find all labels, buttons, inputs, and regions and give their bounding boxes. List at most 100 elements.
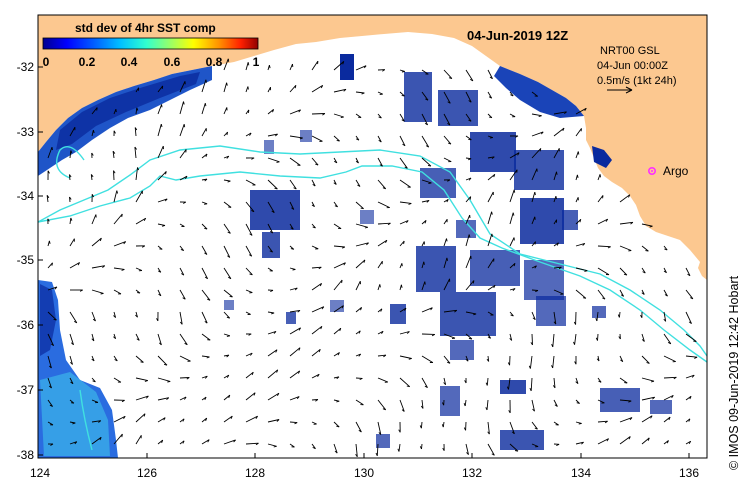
current-vector-head [424, 122, 428, 126]
current-vector-icon [289, 85, 297, 93]
current-vector-icon [223, 82, 228, 93]
current-vector-head [688, 440, 692, 445]
current-vector-icon [245, 62, 249, 71]
current-vector-head [358, 330, 361, 334]
current-vector-head [447, 179, 451, 182]
current-vector-head [184, 342, 188, 346]
current-vector-head [428, 182, 432, 184]
current-vector-head [167, 380, 171, 383]
current-vector-head [319, 283, 323, 287]
current-vector-icon [421, 199, 430, 203]
current-vector-icon [135, 413, 146, 423]
current-vector-head [291, 207, 295, 210]
current-vector-icon [91, 399, 99, 403]
current-vector-head [113, 170, 116, 174]
current-vector-head [630, 221, 634, 225]
current-vector-head [487, 431, 490, 435]
current-vector-head [339, 328, 342, 332]
current-vector-head [207, 439, 210, 443]
current-vector-head [509, 337, 513, 341]
current-vector-icon [267, 392, 280, 401]
current-vector-icon [509, 212, 514, 225]
current-vector-head [515, 135, 519, 138]
current-vector-head [205, 417, 208, 422]
current-vector-icon [487, 173, 496, 181]
current-vector-icon [179, 311, 183, 325]
current-vector-head [380, 308, 383, 312]
current-vector-head [226, 131, 229, 136]
current-vector-icon [377, 260, 383, 269]
current-vector-head [69, 174, 72, 178]
current-vector-icon [663, 355, 676, 363]
current-vector-head [163, 363, 168, 366]
current-vector-head [121, 213, 123, 218]
current-vector-icon [399, 179, 411, 188]
current-vector-head [378, 139, 382, 143]
current-vector-head [272, 109, 275, 113]
current-vector-head [382, 69, 386, 72]
current-vector-head [604, 420, 608, 424]
current-vector-head [489, 76, 493, 80]
current-vector-head [408, 358, 412, 360]
current-vector-icon [289, 347, 301, 357]
current-vector-icon [135, 167, 138, 181]
current-vector-icon [201, 223, 208, 230]
current-vector-icon [663, 289, 668, 297]
current-vector-icon [421, 399, 424, 409]
current-vector-head [102, 265, 106, 268]
current-vector-head [255, 442, 259, 446]
current-vector-head [100, 292, 104, 295]
current-vector-head [321, 306, 325, 310]
current-vector-head [642, 271, 646, 274]
current-vector-icon [509, 421, 515, 434]
current-vector-head [50, 343, 54, 347]
current-vector-head [363, 65, 367, 69]
current-vector-icon [663, 333, 672, 345]
current-vector-icon [245, 392, 256, 401]
current-vector-head [382, 187, 386, 190]
current-vector-icon [641, 355, 650, 364]
current-vector-icon [179, 149, 187, 159]
current-vector-icon [267, 109, 274, 115]
current-vector-icon [179, 124, 185, 137]
current-vector-icon [333, 88, 347, 93]
current-vector-head [628, 436, 631, 440]
current-vector-icon [509, 262, 516, 269]
current-vector-head [47, 218, 50, 222]
current-vector-head [341, 279, 343, 284]
current-vector-head [511, 431, 515, 435]
current-vector-icon [619, 221, 633, 225]
current-vector-head [290, 248, 294, 250]
current-vector-icon [465, 113, 472, 122]
current-vector-icon [135, 355, 144, 363]
current-vector-head [334, 450, 338, 454]
lon-tick-label: 134 [571, 466, 591, 480]
current-vector-head [315, 399, 319, 402]
current-vector-head [397, 448, 400, 452]
current-vector-icon [157, 417, 166, 423]
current-vector-icon [399, 307, 407, 313]
current-vector-icon [201, 79, 207, 93]
current-vector-head [507, 362, 511, 366]
current-vector-icon [553, 311, 557, 325]
current-vector-head [333, 182, 337, 185]
current-vector-icon [91, 129, 94, 137]
sst-western-block-light [40, 372, 110, 456]
current-vector-icon [465, 196, 472, 203]
current-vector-head [508, 410, 511, 414]
current-vector-head [420, 405, 424, 409]
current-vector-icon [553, 171, 557, 181]
current-vector-icon [201, 245, 208, 255]
current-vector-icon [487, 311, 494, 316]
current-vector-icon [574, 333, 577, 345]
current-vector-head [47, 170, 50, 174]
current-vector-head [275, 349, 278, 353]
current-vector-icon [487, 443, 495, 456]
current-vector-icon [245, 371, 254, 379]
current-vector-icon [421, 377, 428, 388]
current-vector-icon [597, 218, 608, 225]
current-vector-icon [443, 113, 451, 126]
current-vector-icon [311, 85, 323, 93]
current-vector-head [183, 124, 186, 128]
current-vector-icon [47, 262, 53, 269]
